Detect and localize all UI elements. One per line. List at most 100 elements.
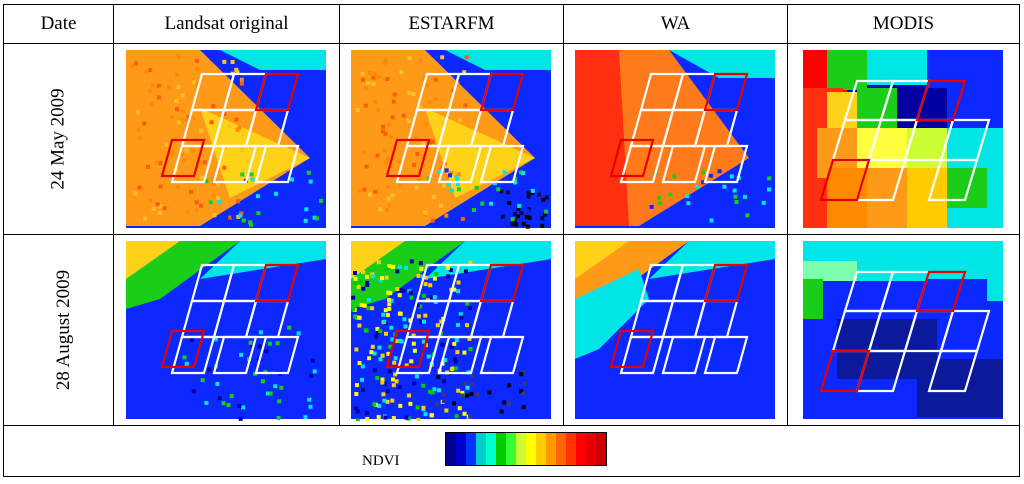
footprint-outline-red xyxy=(385,138,430,178)
footprint-outline-white xyxy=(661,335,706,375)
pixel xyxy=(353,392,358,396)
pixel xyxy=(684,194,689,199)
pixel xyxy=(276,399,281,404)
pixel xyxy=(209,120,214,125)
footprint-outline-red xyxy=(160,329,205,369)
panel-landsat-may xyxy=(113,43,340,235)
pixel xyxy=(312,215,317,220)
pixel xyxy=(182,355,186,360)
pixel xyxy=(238,211,243,216)
row-august: 28 August 2009 xyxy=(3,234,1020,426)
pixel xyxy=(442,358,447,363)
pixel xyxy=(500,214,505,219)
pixel xyxy=(364,283,369,287)
pixel xyxy=(464,55,469,60)
pixel xyxy=(176,120,181,125)
pixel xyxy=(194,58,199,63)
footprint-outline-white xyxy=(254,144,299,184)
pixel xyxy=(175,85,180,90)
pixel xyxy=(286,171,291,176)
header-landsat-original: Landsat original xyxy=(113,4,340,44)
footprint-outline-red xyxy=(385,329,430,369)
pixel xyxy=(369,306,374,311)
footprint-outline-red xyxy=(254,72,299,112)
pixel xyxy=(372,351,377,356)
pixel xyxy=(203,401,208,405)
pixel xyxy=(376,75,381,80)
pixel xyxy=(418,266,423,271)
pixel xyxy=(314,216,319,221)
pixel xyxy=(391,416,396,421)
pixel xyxy=(210,104,215,109)
pixel xyxy=(461,350,466,355)
pixel xyxy=(445,274,450,279)
pixel xyxy=(444,168,449,173)
pixel xyxy=(452,170,457,175)
pixel xyxy=(487,390,491,395)
pixel xyxy=(406,393,411,398)
modis-pixel xyxy=(946,88,1003,128)
pixel xyxy=(129,64,134,68)
pixel xyxy=(708,173,713,178)
pixel xyxy=(657,201,662,206)
pixel xyxy=(427,389,432,394)
pixel xyxy=(401,288,405,293)
pixel xyxy=(492,181,497,186)
pixel xyxy=(454,350,459,355)
ndvi-swatch xyxy=(516,433,526,465)
panel-wa-august xyxy=(563,234,788,426)
pixel xyxy=(518,372,523,377)
pixel xyxy=(379,380,384,385)
legend-row: NDVI xyxy=(3,425,1020,477)
pixel xyxy=(421,293,426,298)
pixel xyxy=(512,180,517,185)
pixel xyxy=(198,128,203,133)
pixel xyxy=(455,182,460,187)
pixel xyxy=(420,383,425,388)
pixel xyxy=(744,213,749,218)
pixel xyxy=(267,341,272,346)
pixel xyxy=(384,77,389,81)
pixel xyxy=(380,129,385,134)
footprint-outline-red xyxy=(160,138,205,178)
modis-pixel xyxy=(916,359,1003,417)
pixel xyxy=(445,266,450,270)
pixel xyxy=(208,200,213,205)
modis-august-image xyxy=(802,241,1003,419)
pixel xyxy=(520,171,525,176)
pixel xyxy=(239,147,244,152)
pixel xyxy=(401,113,406,118)
pixel xyxy=(137,135,142,140)
modis-pixel xyxy=(896,88,947,128)
pixel xyxy=(462,381,466,386)
pixel xyxy=(372,99,377,104)
header-date: Date xyxy=(3,4,114,44)
pixel xyxy=(498,189,503,194)
pixel xyxy=(308,404,312,409)
pixel xyxy=(449,345,454,349)
pixel xyxy=(249,343,254,348)
pixel xyxy=(255,211,260,216)
pixel xyxy=(520,370,525,375)
ndvi-swatch xyxy=(566,433,576,465)
pixel xyxy=(373,334,378,339)
pixel xyxy=(215,195,220,200)
footprint-outline-red xyxy=(703,263,748,303)
panel-estarfm-may xyxy=(339,43,564,235)
pixel xyxy=(700,180,705,185)
pixel xyxy=(438,203,443,208)
pixel xyxy=(310,194,315,199)
pixel xyxy=(233,67,238,72)
pixel xyxy=(225,403,230,408)
pixel xyxy=(468,347,472,352)
pixel xyxy=(376,414,381,419)
row-label-august-text: 28 August 2009 xyxy=(53,269,75,391)
pixel xyxy=(260,379,265,384)
pixel xyxy=(227,124,232,129)
pixel xyxy=(427,140,432,145)
pixel xyxy=(318,198,323,203)
pixel xyxy=(366,298,371,303)
pixel xyxy=(276,416,281,420)
ndvi-swatch xyxy=(456,433,466,465)
pixel xyxy=(248,222,253,227)
